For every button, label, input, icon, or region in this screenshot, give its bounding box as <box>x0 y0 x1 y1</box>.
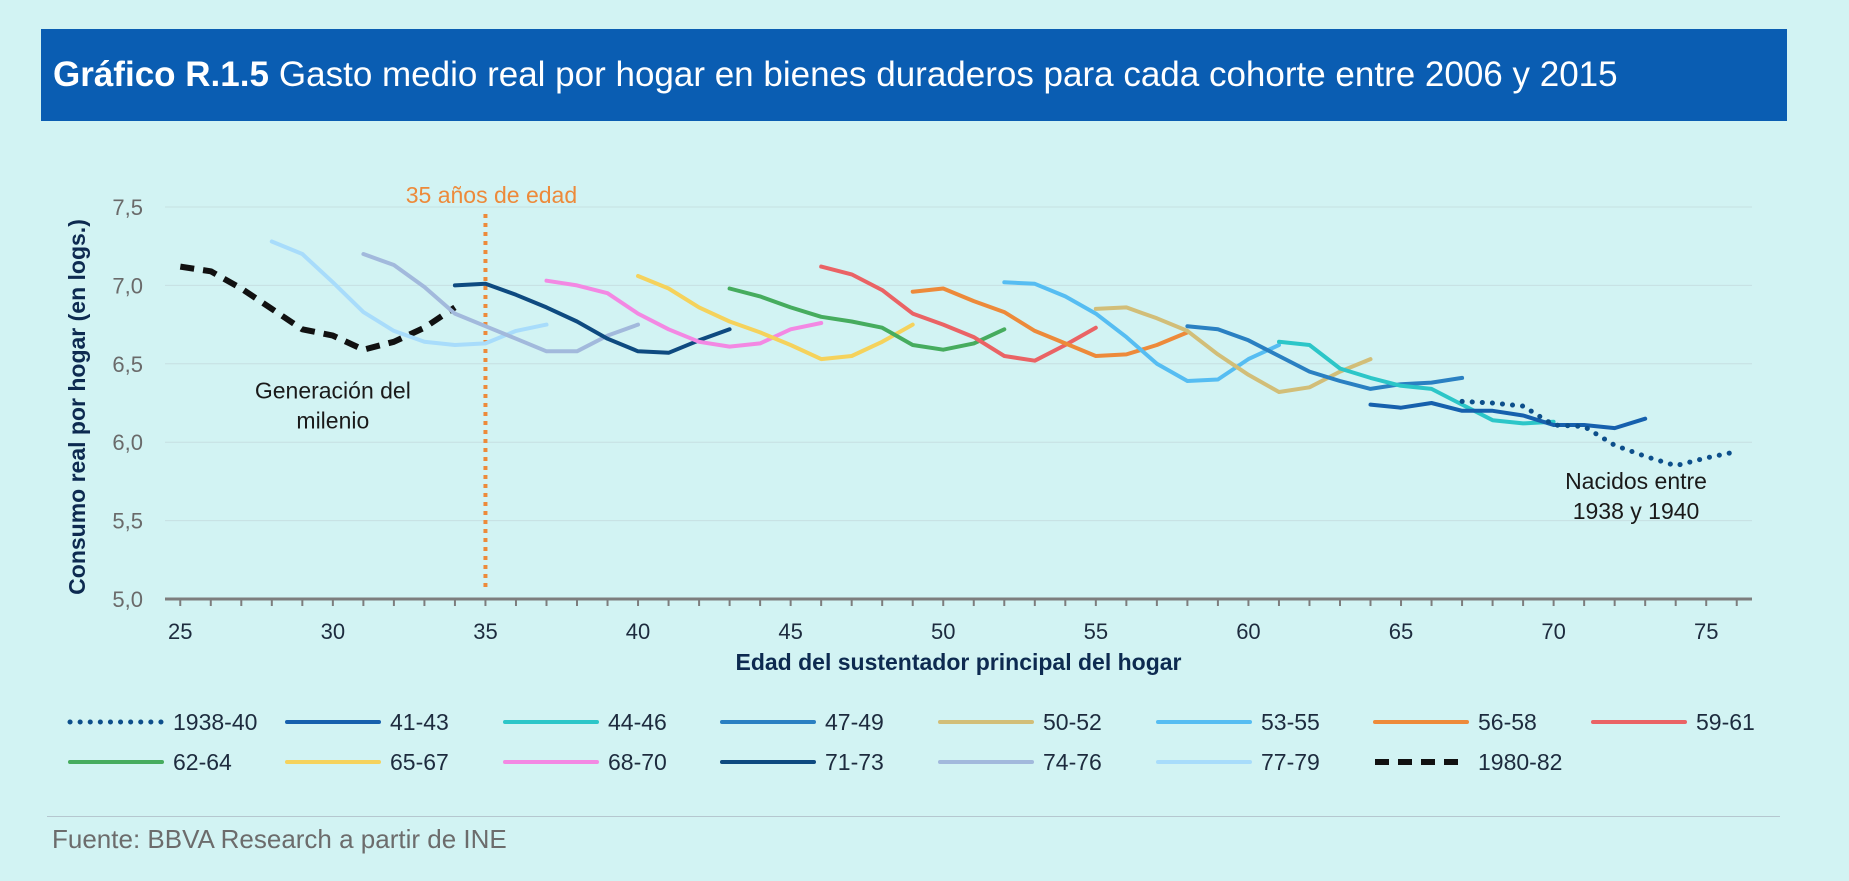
x-tick-label: 35 <box>473 619 497 644</box>
annotation-0: Generación del milenio <box>255 377 411 433</box>
y-axis: 5,0 5,5 6,0 6,5 7,0 7,5 <box>112 195 143 612</box>
legend-item-50-52: 50-52 <box>938 709 1102 735</box>
series-line-1938-40 <box>1459 398 1740 469</box>
legend-label: 47-49 <box>825 709 884 735</box>
legend-item-68-70: 68-70 <box>503 749 667 775</box>
annotation-line: Nacidos entre <box>1565 468 1707 494</box>
x-tick-label: 50 <box>931 619 955 644</box>
series-line-62-64 <box>727 286 1007 352</box>
legend-label: 62-64 <box>173 749 232 775</box>
series-line-1980-82 <box>179 263 457 353</box>
y-axis-title: Consumo real por hogar (en logs.) <box>64 219 90 595</box>
x-axis-title: Edad del sustentador principal del hogar <box>735 649 1181 675</box>
series-line-47-49 <box>1185 324 1465 391</box>
legend-label: 1938-40 <box>173 709 257 735</box>
annotation-1: Nacidos entre 1938 y 1940 <box>1565 468 1707 524</box>
chart-area: 5,0 5,5 6,0 6,5 7,0 7,5 25 30 35 40 45 50 55 60 65 70 7… <box>64 182 1755 775</box>
footer-divider <box>47 816 1780 817</box>
x-tick-label: 40 <box>626 619 650 644</box>
annotation-line: Generación del <box>255 377 411 403</box>
y-tick-label: 7,0 <box>112 273 143 298</box>
legend-item-59-61: 59-61 <box>1591 709 1755 735</box>
grid-lines <box>165 206 1752 522</box>
x-tick-label: 25 <box>168 619 192 644</box>
legend-label: 71-73 <box>825 749 884 775</box>
age-35-marker: 35 años de edad <box>406 182 577 591</box>
legend-label: 53-55 <box>1261 709 1320 735</box>
legend-label: 50-52 <box>1043 709 1102 735</box>
y-tick-label: 7,5 <box>112 195 143 220</box>
series-line-50-52 <box>1093 305 1373 394</box>
legend-item-1938-40: 1938-40 <box>67 709 257 735</box>
x-tick-label: 75 <box>1694 619 1718 644</box>
x-tick-label: 65 <box>1389 619 1413 644</box>
y-tick-label: 5,5 <box>112 509 143 534</box>
legend-label: 77-79 <box>1261 749 1320 775</box>
series-lines <box>179 239 1740 469</box>
legend-item-1980-82: 1980-82 <box>1375 749 1562 775</box>
legend-item-77-79: 77-79 <box>1156 749 1320 775</box>
series-line-44-46 <box>1277 339 1556 426</box>
legend-label: 68-70 <box>608 749 667 775</box>
legend-label: 44-46 <box>608 709 667 735</box>
legend-label: 41-43 <box>390 709 449 735</box>
source-note: Fuente: BBVA Research a partir de INE <box>52 824 507 854</box>
chart-number: Gráfico R.1.5 <box>53 55 269 94</box>
legend-item-71-73: 71-73 <box>720 749 884 775</box>
series-line-41-43 <box>1368 401 1648 431</box>
x-axis: 25 30 35 40 45 50 55 60 65 70 75 <box>165 597 1752 644</box>
annotation-line: 1938 y 1940 <box>1573 498 1700 524</box>
series-line-53-55 <box>1002 280 1281 383</box>
legend-item-65-67: 65-67 <box>285 749 449 775</box>
legend-label: 1980-82 <box>1478 749 1562 775</box>
legend-item-47-49: 47-49 <box>720 709 884 735</box>
series-line-65-67 <box>636 274 915 362</box>
annotations: Generación del milenio Nacidos entre 1938 y… <box>255 377 1707 524</box>
legend-item-62-64: 62-64 <box>68 749 232 775</box>
legend-label: 56-58 <box>1478 709 1537 735</box>
x-tick-label: 60 <box>1236 619 1260 644</box>
series-line-71-73 <box>452 281 732 355</box>
x-tick-label: 45 <box>778 619 802 644</box>
annotation-line: milenio <box>296 407 369 433</box>
y-tick-label: 6,0 <box>112 430 143 455</box>
legend-label: 65-67 <box>390 749 449 775</box>
legend-item-41-43: 41-43 <box>285 709 449 735</box>
vertical-marker-label: 35 años de edad <box>406 182 577 208</box>
x-tick-label: 30 <box>321 619 345 644</box>
legend-label: 59-61 <box>1696 709 1755 735</box>
chart-title: Gasto medio real por hogar en bienes dur… <box>278 55 1618 94</box>
chart-header: Gráfico R.1.5 Gasto medio real por hogar… <box>41 29 1787 121</box>
legend-item-74-76: 74-76 <box>938 749 1102 775</box>
legend-item-53-55: 53-55 <box>1156 709 1320 735</box>
x-tick-label: 70 <box>1541 619 1565 644</box>
x-tick-label: 55 <box>1084 619 1108 644</box>
series-line-74-76 <box>361 252 640 354</box>
legend-item-56-58: 56-58 <box>1373 709 1537 735</box>
y-tick-label: 5,0 <box>112 587 143 612</box>
legend: 1938-40 41-43 44-46 47-49 50-52 53-55 56-58 59-… <box>67 709 1755 775</box>
series-line-68-70 <box>544 278 824 349</box>
y-tick-label: 6,5 <box>112 352 143 377</box>
legend-label: 74-76 <box>1043 749 1102 775</box>
legend-item-44-46: 44-46 <box>503 709 667 735</box>
series-line-59-61 <box>819 264 1098 363</box>
series-line-77-79 <box>269 239 549 347</box>
